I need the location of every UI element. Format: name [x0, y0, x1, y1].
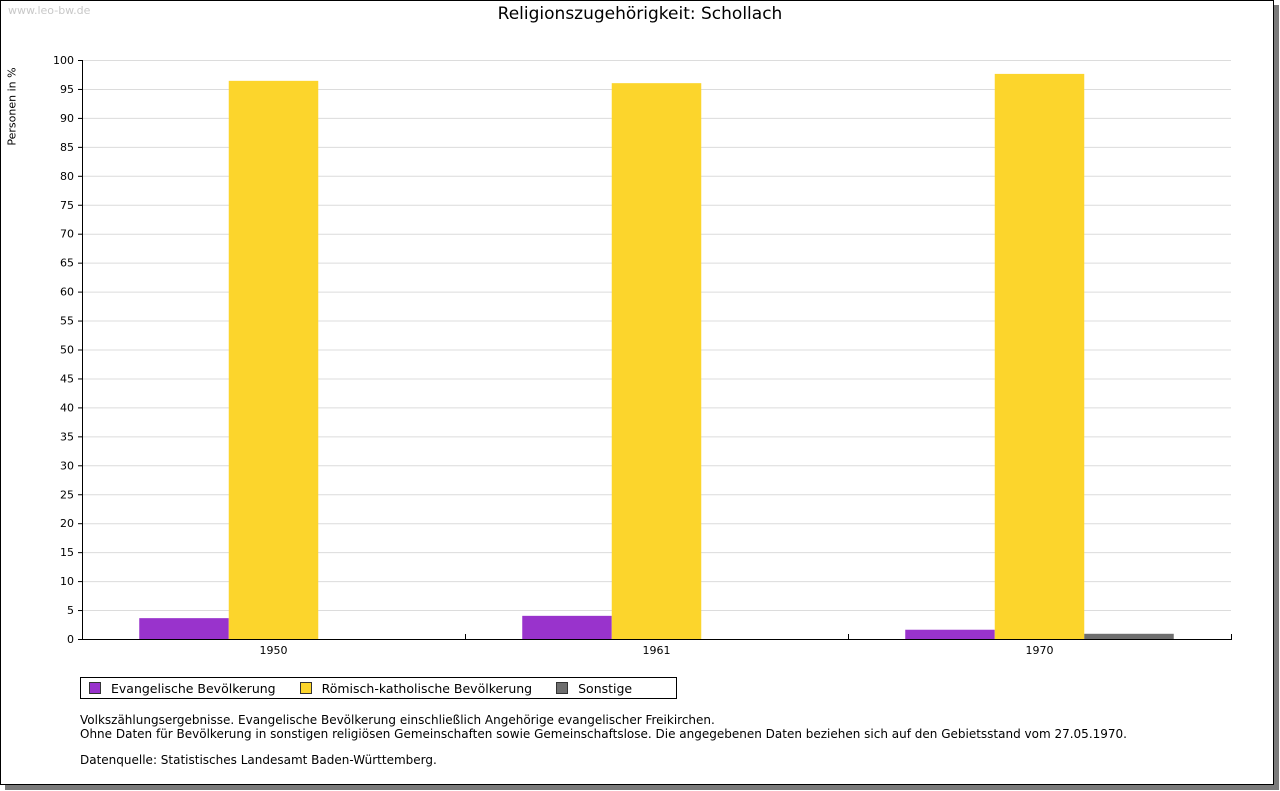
- y-tick-label: 45: [60, 372, 74, 385]
- legend-item-sonstige: Sonstige: [556, 681, 632, 696]
- y-tick-label: 75: [60, 199, 74, 212]
- legend: Evangelische Bevölkerung Römisch-katholi…: [80, 677, 677, 699]
- note-1: Volkszählungsergebnisse. Evangelische Be…: [80, 713, 715, 727]
- x-tick-label: 1961: [643, 644, 671, 657]
- bar-1970-2: [1084, 633, 1174, 639]
- x-tick-label: 1970: [1026, 644, 1054, 657]
- legend-item-evangelisch: Evangelische Bevölkerung: [89, 681, 276, 696]
- x-tick-label: 1950: [260, 644, 288, 657]
- legend-swatch: [299, 682, 312, 694]
- y-tick-label: 60: [60, 286, 74, 299]
- notes: Volkszählungsergebnisse. Evangelische Be…: [80, 713, 1127, 767]
- watermark: www.leo-bw.de: [8, 4, 91, 17]
- legend-label: Evangelische Bevölkerung: [111, 680, 276, 696]
- bar-1961-1: [611, 83, 702, 639]
- y-tick-label: 90: [60, 112, 74, 125]
- y-tick-label: 30: [60, 459, 74, 472]
- bar-1950-1: [228, 80, 319, 640]
- y-tick-label: 0: [67, 633, 74, 646]
- bar-1950-0: [139, 618, 229, 639]
- legend-swatch: [556, 682, 569, 694]
- y-tick-label: 25: [60, 488, 74, 501]
- y-tick-label: 20: [60, 517, 74, 530]
- y-tick-label: 40: [60, 401, 74, 414]
- y-tick-label: 95: [60, 83, 74, 96]
- y-tick-label: 35: [60, 430, 74, 443]
- y-tick-label: 50: [60, 344, 74, 357]
- legend-label: Sonstige: [578, 680, 633, 696]
- y-tick-label: 85: [60, 141, 74, 154]
- bar-1970-0: [905, 629, 995, 639]
- y-tick-label: 65: [60, 257, 74, 270]
- y-tick-label: 70: [60, 228, 74, 241]
- legend-label: Römisch-katholische Bevölkerung: [321, 680, 533, 696]
- y-tick-label: 100: [53, 54, 74, 67]
- source-note: Datenquelle: Statistisches Landesamt Bad…: [80, 753, 437, 767]
- y-tick-label: 5: [67, 604, 74, 617]
- chart-title: Religionszugehörigkeit: Schollach: [497, 4, 783, 24]
- y-tick-label: 10: [60, 575, 74, 588]
- y-tick-label: 15: [60, 546, 74, 559]
- note-2: Ohne Daten für Bevölkerung in sonstigen …: [80, 727, 1127, 741]
- y-tick-label: 55: [60, 315, 74, 328]
- bar-1961-0: [522, 615, 612, 639]
- legend-swatch: [89, 682, 101, 694]
- y-tick-label: 80: [60, 170, 74, 183]
- bar-1970-1: [994, 73, 1085, 639]
- legend-item-katholisch: Römisch-katholische Bevölkerung: [299, 680, 533, 696]
